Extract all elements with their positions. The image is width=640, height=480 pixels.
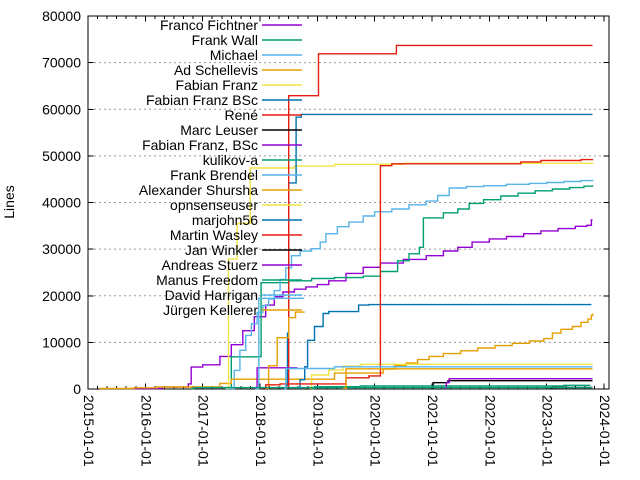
y-tick-label: 70000 xyxy=(42,55,81,71)
legend-label-manus-freedom: Manus Freedom xyxy=(156,272,258,288)
x-tick-label: 2020-01-01 xyxy=(368,395,384,467)
y-tick-label: 40000 xyxy=(42,195,81,211)
series-line-marc-leuser xyxy=(430,380,593,390)
legend-label-jan-winkler: Jan Winkler xyxy=(185,242,258,258)
x-tick-label: 2015-01-01 xyxy=(81,395,97,467)
legend-label-franco-fichtner: Franco Fichtner xyxy=(160,17,258,33)
x-tick-label: 2016-01-01 xyxy=(138,395,154,467)
series-line-j-rgen-kellerer xyxy=(343,368,593,389)
chart-generated-content: 0 10000 20000 30000 40000 50000 60000 70000 8000… xyxy=(42,8,613,467)
legend-label-frank-wall: Frank Wall xyxy=(192,32,258,48)
y-tick-label: 10000 xyxy=(42,334,81,350)
y-tick-label: 30000 xyxy=(42,241,81,257)
legend-label-opnsenseuser: opnsenseuser xyxy=(170,197,258,213)
legend-label-michael: Michael xyxy=(210,47,258,63)
legend-label-david-harrigan: David Harrigan xyxy=(165,287,258,303)
legend-label-fabian-franz-bsc: Fabian Franz BSc xyxy=(146,92,258,108)
x-tick-label: 2022-01-01 xyxy=(482,395,498,467)
x-tick-label: 2018-01-01 xyxy=(253,395,269,467)
legend-label-fabian-franz-bsc: Fabian Franz, BSc xyxy=(142,137,258,153)
legend-label-ren: René xyxy=(225,107,259,123)
y-tick-label: 60000 xyxy=(42,101,81,117)
series-line-frank-wall xyxy=(228,185,594,389)
series-line-ad-schellevis xyxy=(99,313,594,390)
series-line-alexander-shursha xyxy=(265,311,305,389)
x-tick-label: 2019-01-01 xyxy=(310,395,326,467)
legend-label-marc-leuser: Marc Leuser xyxy=(180,122,258,138)
y-tick-label: 50000 xyxy=(42,148,81,164)
series-line-michael xyxy=(225,179,594,390)
x-tick-label: 2024-01-01 xyxy=(597,395,613,467)
series-line-fabian-franz xyxy=(225,162,594,389)
x-tick-label: 2021-01-01 xyxy=(425,395,441,467)
series-line-martin-wasley xyxy=(262,158,594,389)
series-line-manus-freedom xyxy=(191,386,593,390)
legend-label-frank-brendel: Frank Brendel xyxy=(170,167,258,183)
legend-label-andreas-stuerz: Andreas Stuerz xyxy=(162,257,259,273)
legend-label-alexander-shursha: Alexander Shursha xyxy=(139,182,258,198)
legend-label-j-rgen-kellerer: Jürgen Kellerer xyxy=(163,302,258,318)
legend-label-fabian-franz: Fabian Franz xyxy=(176,77,258,93)
series-line-frank-brendel xyxy=(255,297,305,390)
legend-label-marjohn56: marjohn56 xyxy=(192,212,258,228)
legend-label-ad-schellevis: Ad Schellevis xyxy=(174,62,258,78)
series-line-david-harrigan xyxy=(284,366,593,390)
y-tick-label: 80000 xyxy=(42,8,81,24)
y-axis-label: Lines xyxy=(1,185,17,218)
legend-label-kulikov-a: kulikov-a xyxy=(203,152,258,168)
series-line-ren xyxy=(285,44,593,388)
x-tick-label: 2017-01-01 xyxy=(196,395,212,467)
y-tick-label: 20000 xyxy=(42,288,81,304)
y-tick-label: 0 xyxy=(73,381,81,397)
series-line-marjohn56 xyxy=(297,303,592,389)
series-line-opnsenseuser xyxy=(308,363,593,389)
x-tick-label: 2023-01-01 xyxy=(540,395,556,467)
legend-label-martin-wasley: Martin Wasley xyxy=(170,227,258,243)
